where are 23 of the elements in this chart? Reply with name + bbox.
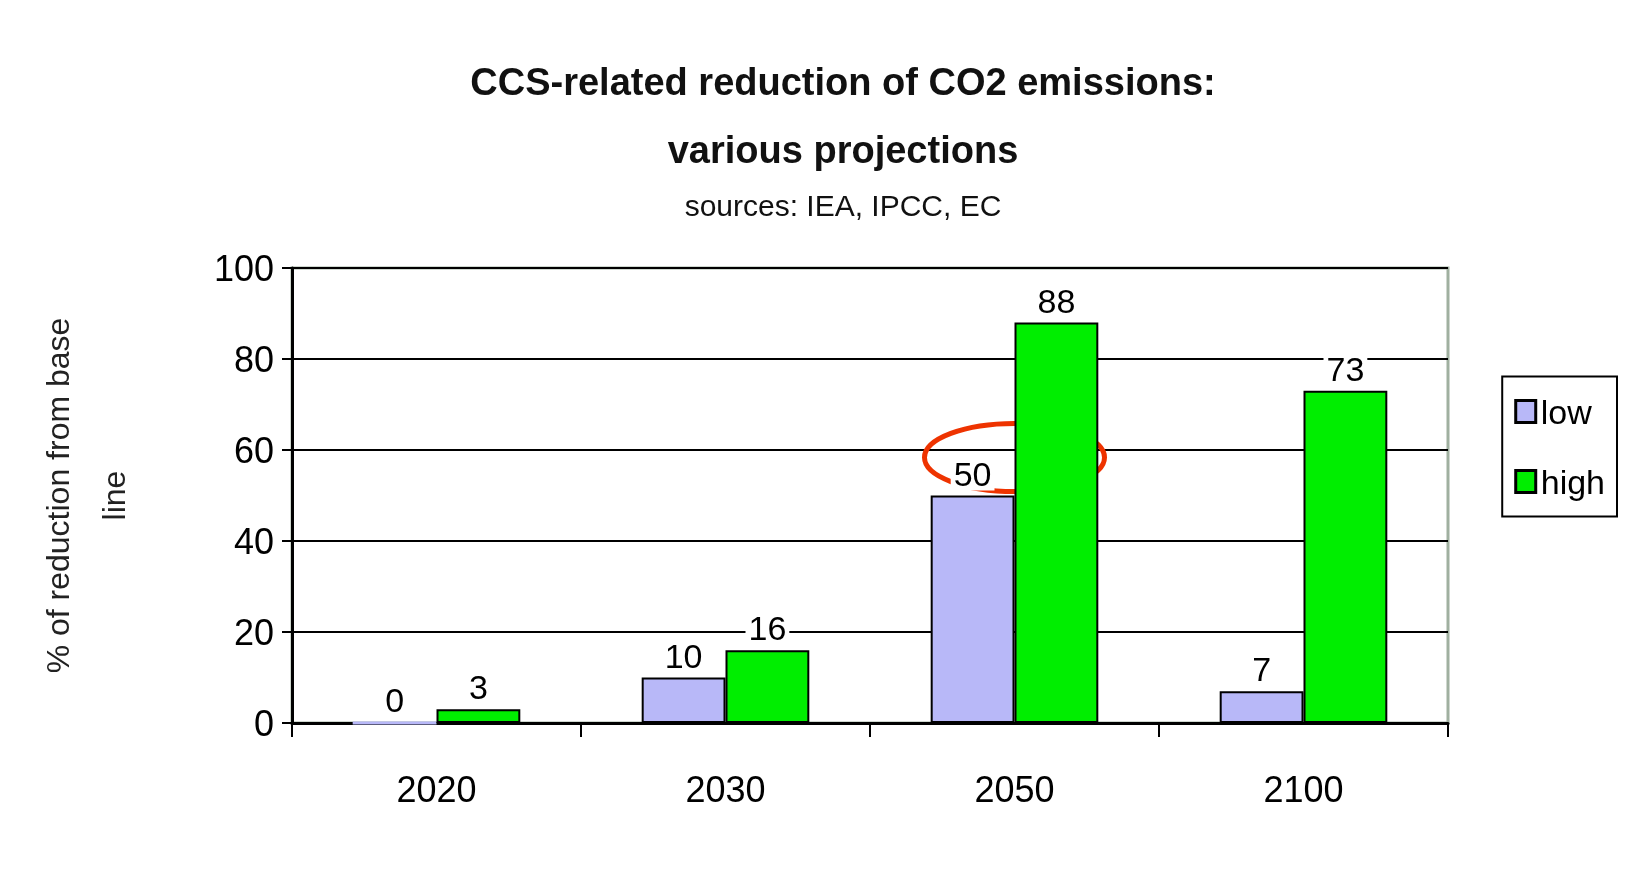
data-label: 10 (664, 636, 703, 675)
data-label: 50 (953, 454, 992, 493)
x-tick-label: 2020 (396, 768, 477, 810)
legend-label: low (1540, 392, 1593, 431)
y-tick-label: 60 (233, 429, 274, 471)
data-label: 16 (748, 609, 787, 648)
legend-label: high (1540, 462, 1605, 501)
data-label: 3 (468, 668, 488, 707)
data-label: 73 (1326, 349, 1365, 388)
chart-subtitle: sources: IEA, IPCC, EC (684, 188, 1002, 222)
y-tick-label: 100 (213, 247, 274, 289)
x-tick-label: 2100 (1263, 768, 1344, 810)
data-label: 88 (1037, 281, 1076, 320)
y-tick-label: 0 (253, 702, 274, 744)
x-tick-label: 2050 (974, 768, 1055, 810)
y-tick-label: 40 (233, 520, 274, 562)
y-tick-label: 80 (233, 338, 274, 380)
y-axis-title: % of reduction from base line (40, 317, 132, 674)
y-tick-label: 20 (233, 611, 274, 653)
data-label: 0 (385, 680, 405, 719)
data-label: 7 (1252, 650, 1272, 689)
x-tick-label: 2030 (685, 768, 766, 810)
chart-title: CCS-related reduction of CO2 emissions: various projections (470, 61, 1216, 171)
